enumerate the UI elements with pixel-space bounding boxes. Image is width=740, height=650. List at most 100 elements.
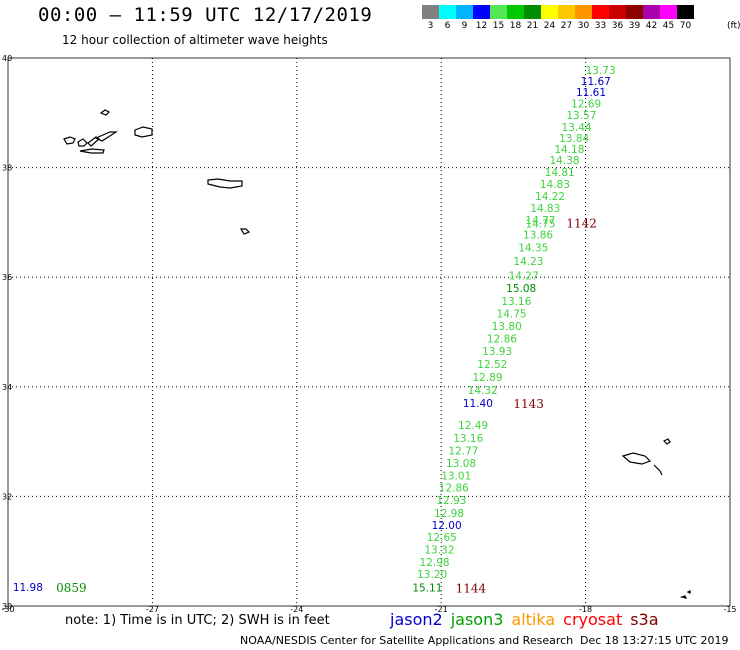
wave-height-label: 12.69 bbox=[571, 98, 601, 110]
lat-tick-label: 30 bbox=[2, 602, 12, 611]
wave-height-label: 15.08 bbox=[506, 283, 536, 295]
legend-label: 9 bbox=[461, 21, 468, 31]
pass-time-label: 1144 bbox=[456, 581, 487, 595]
satellite-jason3: jason3 bbox=[450, 610, 504, 629]
lon-tick-label: -27 bbox=[146, 605, 159, 614]
map-title: 00:00 – 11:59 UTC 12/17/2019 bbox=[38, 4, 373, 26]
legend-bin: 21 bbox=[524, 5, 541, 31]
island-outline bbox=[679, 595, 688, 599]
wave-height-label: 13.57 bbox=[566, 110, 596, 122]
satellite-cryosat: cryosat bbox=[563, 610, 623, 629]
legend-label: 39 bbox=[628, 21, 641, 31]
legend-swatch bbox=[575, 5, 592, 19]
footer-note: note: 1) Time is in UTC; 2) SWH is in fe… bbox=[65, 613, 330, 628]
wave-height-label: 14.22 bbox=[535, 191, 565, 203]
legend-label: 15 bbox=[492, 21, 505, 31]
axis-ticks: -30 -27 -24 -21 -18 -15 40 38 36 34 32 30 bbox=[1, 54, 736, 614]
observations: 13.7311.6711.6112.6913.5713.4413.8414.18… bbox=[13, 65, 616, 595]
legend-swatch bbox=[677, 5, 694, 19]
island-outline bbox=[99, 109, 111, 116]
island-outline bbox=[662, 438, 671, 445]
legend-label: 70 bbox=[679, 21, 692, 31]
legend-label: 36 bbox=[611, 21, 624, 31]
legend-label: 42 bbox=[645, 21, 658, 31]
wave-height-label: 13.08 bbox=[446, 458, 476, 470]
satellite-s3a: s3a bbox=[630, 610, 659, 629]
wave-height-label: 11.67 bbox=[581, 76, 611, 88]
wave-height-label: 12.77 bbox=[448, 445, 478, 457]
wave-height-label: 14.23 bbox=[513, 256, 543, 268]
wave-height-label: 13.93 bbox=[482, 346, 512, 358]
wave-height-label: 12.93 bbox=[436, 495, 466, 507]
island-outline bbox=[63, 136, 76, 145]
satellite-altika: altika bbox=[511, 610, 556, 629]
pass-time-label: 1142 bbox=[566, 216, 597, 230]
legend-swatch bbox=[558, 5, 575, 19]
legend-swatch bbox=[643, 5, 660, 19]
legend-swatch bbox=[490, 5, 507, 19]
legend-swatch bbox=[541, 5, 558, 19]
footer-source: NOAA/NESDIS Center for Satellite Applica… bbox=[240, 634, 574, 647]
lat-tick-label: 32 bbox=[2, 492, 12, 501]
lat-tick-label: 40 bbox=[2, 54, 12, 63]
wave-height-label: 13.20 bbox=[417, 569, 447, 581]
island-outline bbox=[686, 590, 691, 594]
legend-label: 27 bbox=[560, 21, 573, 31]
wave-height-label: 11.40 bbox=[463, 398, 493, 410]
legend-bin: 36 bbox=[609, 5, 626, 31]
wave-height-label: 12.98 bbox=[420, 557, 450, 569]
legend-swatch bbox=[456, 5, 473, 19]
legend-swatch bbox=[524, 5, 541, 19]
coastline bbox=[63, 109, 691, 599]
legend-bin: 45 bbox=[660, 5, 677, 31]
lon-tick-label: -30 bbox=[1, 605, 14, 614]
wave-height-label: 12.52 bbox=[477, 359, 507, 371]
lat-tick-label: 34 bbox=[2, 383, 12, 392]
lon-tick-label: -21 bbox=[435, 605, 448, 614]
wave-height-label: 12.86 bbox=[487, 334, 517, 346]
wave-height-label: 14.75 bbox=[497, 308, 527, 320]
wave-height-label: 14.83 bbox=[530, 203, 560, 215]
wave-height-label: 12.49 bbox=[458, 420, 488, 432]
wave-height-label: 13.16 bbox=[453, 433, 483, 445]
legend-swatch bbox=[422, 5, 439, 19]
map-grid bbox=[7, 57, 731, 607]
satellite-jason2: jason2 bbox=[390, 610, 443, 629]
island-outline bbox=[94, 131, 119, 142]
wave-height-label: 13.86 bbox=[523, 229, 553, 241]
lon-tick-label: -15 bbox=[723, 605, 736, 614]
wave-height-label: 14.18 bbox=[554, 144, 584, 156]
legend-label: 45 bbox=[662, 21, 675, 31]
island-outline bbox=[207, 178, 243, 189]
legend-label: 12 bbox=[475, 21, 488, 31]
footer-timestamp: Dec 18 13:27:15 UTC 2019 bbox=[580, 634, 729, 647]
wave-height-label: 14.32 bbox=[468, 385, 498, 397]
legend-bin: 70 bbox=[677, 5, 694, 31]
legend-label: 30 bbox=[577, 21, 590, 31]
legend-label: 21 bbox=[526, 21, 539, 31]
wave-height-label: 12.65 bbox=[427, 532, 457, 544]
legend-label: 18 bbox=[509, 21, 522, 31]
wave-height-label: 14.75 bbox=[525, 218, 555, 230]
wave-height-label: 13.84 bbox=[559, 133, 589, 145]
legend-bin: 3 bbox=[422, 5, 439, 31]
legend-swatch bbox=[507, 5, 524, 19]
legend-bin: 9 bbox=[456, 5, 473, 31]
map-subtitle: 12 hour collection of altimeter wave hei… bbox=[62, 33, 328, 47]
wave-height-label: 13.73 bbox=[586, 65, 616, 77]
legend-bin: 15 bbox=[490, 5, 507, 31]
legend-swatch bbox=[473, 5, 490, 19]
wave-height-label: 12.89 bbox=[472, 372, 502, 384]
wave-height-label: 14.27 bbox=[509, 271, 539, 283]
lon-tick-label: -24 bbox=[290, 605, 303, 614]
legend-bin: 39 bbox=[626, 5, 643, 31]
legend-swatch bbox=[592, 5, 609, 19]
legend-swatch bbox=[626, 5, 643, 19]
island-outline bbox=[79, 148, 105, 154]
lat-tick-label: 38 bbox=[2, 164, 12, 173]
wave-height-label: 14.81 bbox=[545, 167, 575, 179]
map-frame bbox=[7, 57, 731, 607]
wave-height-label: 15.11 bbox=[412, 582, 442, 594]
legend-swatch bbox=[660, 5, 677, 19]
wave-height-legend: 3 6 9 12 15 18 21 24 27 30 33 36 39 42 45 70 (ft) bbox=[422, 5, 740, 31]
